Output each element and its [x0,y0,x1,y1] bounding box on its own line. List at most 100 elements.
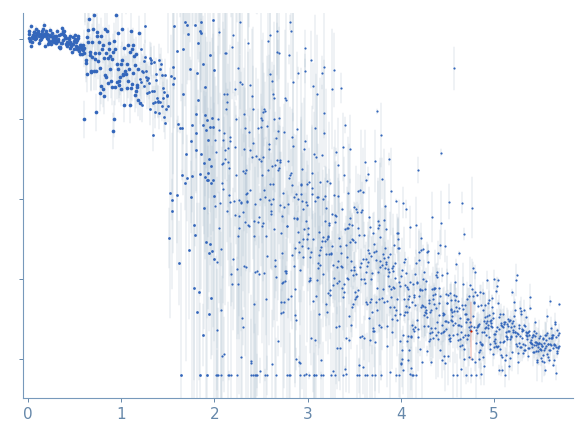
Point [74,35,83,42]
Point [148,132,157,139]
Point [442,299,452,306]
Point [217,160,226,167]
Point [494,342,503,349]
Point [273,127,282,134]
Point [472,324,481,331]
Point [363,246,373,253]
Point [174,259,184,266]
Point [378,175,387,182]
Point [453,330,462,337]
Point [61,41,71,48]
Point [477,370,486,377]
Point [168,80,178,87]
Point [71,38,80,45]
Point [371,372,380,379]
Point [301,67,310,74]
Point [336,85,345,92]
Point [144,89,153,96]
Point [450,279,460,286]
Point [82,34,91,41]
Point [458,333,467,340]
Point [463,316,472,323]
Point [292,215,302,222]
Point [356,259,366,266]
Point [115,81,124,88]
Point [460,230,469,237]
Point [543,350,552,357]
Point [195,372,205,379]
Point [437,356,446,363]
Point [445,198,454,205]
Point [395,310,404,317]
Point [75,42,84,49]
Point [137,101,147,108]
Point [369,249,378,256]
Point [467,355,477,362]
Point [409,281,418,288]
Point [436,220,446,227]
Point [241,166,250,173]
Point [526,340,535,347]
Point [373,218,383,225]
Point [281,267,290,274]
Point [132,50,141,57]
Point [68,41,77,48]
Point [417,246,426,253]
Point [500,372,510,379]
Point [478,353,487,360]
Point [58,30,68,37]
Point [218,137,228,144]
Point [222,208,232,215]
Point [523,329,532,336]
Point [512,277,521,284]
Point [424,296,433,303]
Point [498,354,507,361]
Point [353,286,363,293]
Point [422,347,432,354]
Point [120,45,129,52]
Point [113,66,122,73]
Point [525,304,535,311]
Point [312,194,322,201]
Point [431,324,440,331]
Point [486,317,495,324]
Point [275,158,284,165]
Point [235,79,245,86]
Point [398,347,407,354]
Point [369,230,378,237]
Point [152,77,161,84]
Point [391,306,401,313]
Point [98,42,108,49]
Point [548,335,557,342]
Point [331,212,340,219]
Point [496,319,505,326]
Point [478,307,487,314]
Point [473,323,482,330]
Point [518,340,528,347]
Point [110,83,119,90]
Point [356,208,366,215]
Point [513,330,522,337]
Point [549,332,558,339]
Point [408,372,418,379]
Point [46,33,55,40]
Point [195,1,204,8]
Point [419,312,428,319]
Point [298,198,307,205]
Point [462,311,471,318]
Point [288,143,297,150]
Point [136,76,145,83]
Point [291,191,301,198]
Point [257,117,267,124]
Point [347,222,357,229]
Point [82,70,92,77]
Point [527,341,536,348]
Point [536,346,545,353]
Point [278,279,287,286]
Point [501,352,511,359]
Point [414,292,424,299]
Point [512,343,521,350]
Point [337,264,346,271]
Point [325,222,334,229]
Point [116,60,126,67]
